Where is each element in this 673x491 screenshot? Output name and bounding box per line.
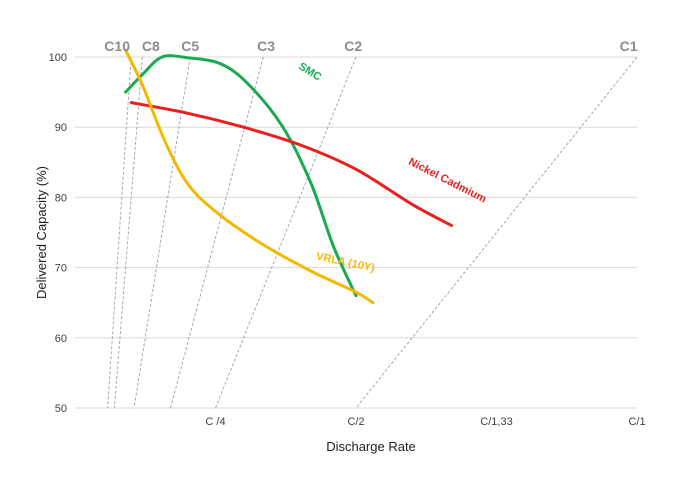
- rate-lines-layer: [107, 56, 638, 409]
- series-line: [124, 54, 358, 298]
- y-tick-label: 60: [55, 333, 67, 345]
- y-tick-label: 80: [55, 192, 67, 204]
- y-tick-label: 100: [49, 52, 67, 64]
- series-line: [124, 48, 375, 305]
- rate-line: [113, 56, 143, 409]
- rate-line-label: C1: [620, 38, 638, 54]
- x-axis-title: Discharge Rate: [326, 439, 416, 454]
- rate-line: [355, 56, 638, 409]
- series-layer: [124, 48, 454, 305]
- series-label: SMC: [296, 60, 323, 83]
- y-axis-title: Delivered Capacity (%): [34, 166, 49, 299]
- rate-line: [107, 56, 132, 409]
- rate-line: [215, 56, 357, 409]
- rate-line-label: C2: [344, 38, 362, 54]
- y-tick-label: 90: [55, 122, 67, 134]
- grid-layer: [75, 56, 637, 409]
- rate-line-label: C8: [142, 38, 160, 54]
- y-tick-label: 50: [55, 403, 67, 415]
- series-line: [129, 101, 454, 227]
- rate-line-label: C10: [104, 38, 130, 54]
- rate-line: [133, 56, 191, 409]
- rate-line: [170, 56, 264, 409]
- x-tick-label: C/1,33: [480, 416, 512, 428]
- x-tick-label: C/1: [628, 416, 645, 428]
- series-label: Nickel Cadmium: [406, 156, 488, 206]
- rate-line-label: C3: [257, 38, 275, 54]
- x-tick-label: C/2: [347, 416, 364, 428]
- y-tick-label: 70: [55, 263, 67, 275]
- axis-layer: 50 60 70 80 90 100 C /4 C/2 C/1,33 C/1: [49, 52, 646, 428]
- rate-line-label: C5: [181, 38, 199, 54]
- x-tick-label: C /4: [205, 416, 225, 428]
